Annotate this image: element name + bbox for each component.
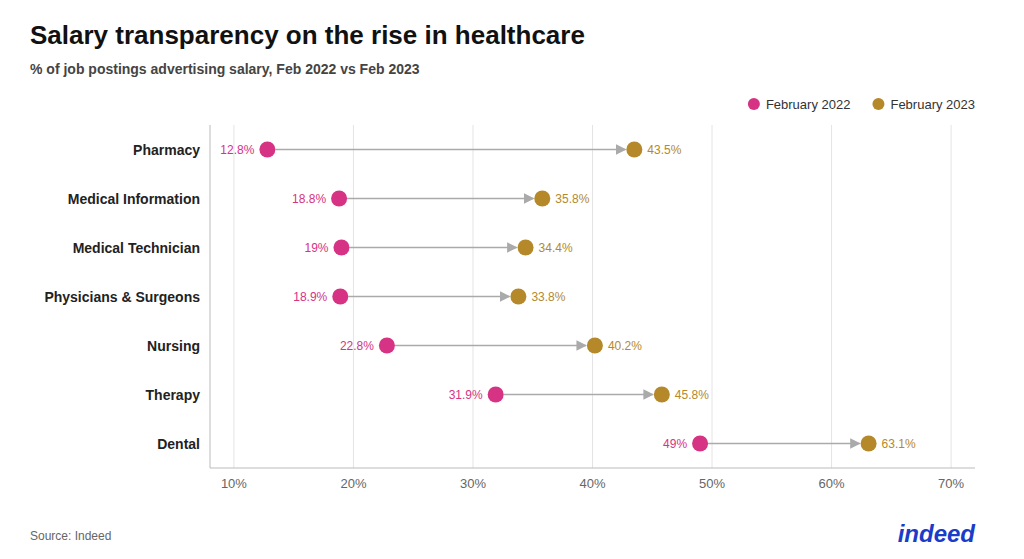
tick-label: 60% — [819, 476, 845, 491]
subtitle: % of job postings advertising salary, Fe… — [30, 61, 420, 77]
dot — [331, 191, 347, 207]
arrow — [349, 247, 516, 249]
source: Source: Indeed — [30, 529, 111, 543]
tick-label: 40% — [579, 476, 605, 491]
tick-label: 20% — [340, 476, 366, 491]
dot — [332, 289, 348, 305]
category-label: Nursing — [147, 338, 200, 354]
legend: February 2023 February 2022 — [748, 97, 975, 112]
category-label: Therapy — [146, 387, 201, 403]
arrow — [348, 296, 509, 298]
data-label: 40.2% — [608, 339, 642, 353]
tick-label: 70% — [938, 476, 964, 491]
legend-label: February 2023 — [890, 97, 975, 112]
dot — [861, 436, 877, 452]
grid-line — [592, 125, 593, 468]
dot — [333, 240, 349, 256]
arrow — [504, 394, 653, 396]
legend-label: February 2022 — [766, 97, 851, 112]
logo: indeed — [898, 520, 977, 547]
dot — [518, 240, 534, 256]
category-label: Medical Technician — [73, 240, 200, 256]
dot — [259, 142, 275, 158]
legend-swatch — [748, 98, 760, 110]
dot — [626, 142, 642, 158]
data-label: 12.8% — [220, 143, 254, 157]
tick-label: 50% — [699, 476, 725, 491]
chart: Salary transparency on the rise in healt… — [0, 0, 1024, 559]
grid-line — [712, 125, 713, 468]
y-axis-line — [210, 125, 211, 468]
arrow — [347, 198, 533, 200]
tick-label: 10% — [221, 476, 247, 491]
arrow — [395, 345, 586, 347]
data-label: 34.4% — [539, 241, 573, 255]
data-label: 49% — [663, 437, 687, 451]
dot — [379, 338, 395, 354]
dot — [488, 387, 504, 403]
data-label: 22.8% — [340, 339, 374, 353]
data-label: 63.1% — [882, 437, 916, 451]
data-label: 19% — [304, 241, 328, 255]
tick-label: 30% — [460, 476, 486, 491]
arrow — [708, 443, 860, 445]
category-label: Physicians & Surgeons — [44, 289, 200, 305]
category-label: Medical Information — [68, 191, 200, 207]
title: Salary transparency on the rise in healt… — [30, 20, 585, 50]
dot — [587, 338, 603, 354]
dot — [654, 387, 670, 403]
legend-swatch — [872, 98, 884, 110]
chart-container: Salary transparency on the rise in healt… — [0, 0, 1024, 559]
dot — [534, 191, 550, 207]
data-label: 45.8% — [675, 388, 709, 402]
data-label: 43.5% — [647, 143, 681, 157]
data-label: 35.8% — [555, 192, 589, 206]
category-label: Dental — [157, 436, 200, 452]
dot — [510, 289, 526, 305]
grid-line — [831, 125, 832, 468]
data-label: 18.8% — [292, 192, 326, 206]
grid-line — [951, 125, 952, 468]
x-axis-line — [210, 468, 975, 469]
arrow — [275, 149, 625, 151]
category-label: Pharmacy — [133, 142, 200, 158]
dot — [692, 436, 708, 452]
data-label: 33.8% — [531, 290, 565, 304]
grid-line — [233, 125, 234, 468]
data-label: 31.9% — [449, 388, 483, 402]
data-label: 18.9% — [293, 290, 327, 304]
marks — [259, 142, 876, 452]
